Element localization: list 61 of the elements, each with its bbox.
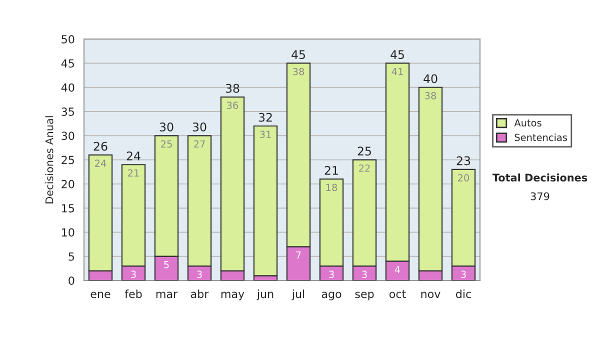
x-tick-label: oct (389, 290, 406, 298)
data-label: 3 (461, 270, 466, 278)
data-label: 3 (131, 270, 136, 278)
data-label: 5 (164, 261, 169, 268)
total-label: 40 (424, 74, 438, 84)
data-label: 3 (329, 270, 334, 278)
total-label: 21 (324, 166, 338, 175)
y-tick-label: 10 (62, 228, 74, 237)
y-tick-label: 35 (62, 107, 74, 116)
data-label: 22 (359, 164, 370, 172)
y-tick-label: 40 (61, 83, 74, 92)
data-label: 36 (227, 102, 238, 110)
data-label: 4 (394, 266, 400, 274)
data-label: 24 (95, 160, 106, 167)
data-label: 7 (296, 251, 301, 259)
total-label: 26 (94, 142, 108, 151)
total-label: 30 (160, 122, 174, 132)
x-tick-label: abr (190, 290, 209, 298)
data-label: 27 (194, 140, 205, 148)
total-label: 32 (258, 112, 272, 122)
x-tick-label: jun (256, 290, 274, 300)
y-tick-label: 50 (62, 35, 74, 44)
text: Total Decisiones (492, 173, 588, 182)
y-tick-label: 20 (62, 180, 74, 188)
y-tick-label: 0 (68, 276, 74, 285)
data-label: 3 (197, 270, 202, 278)
y-tick-label: 15 (62, 204, 74, 212)
total-label: 23 (456, 156, 470, 166)
data-label: 31 (260, 130, 271, 138)
total-label: 24 (126, 151, 140, 160)
total-label: 38 (226, 84, 240, 93)
y-tick-label: 30 (62, 132, 74, 140)
data-label: 41 (392, 68, 403, 76)
text: 379 (530, 192, 550, 200)
y-axis-title: Decisiones Anual (45, 116, 54, 204)
data-label: 20 (458, 174, 470, 182)
x-tick-label: mar (156, 292, 178, 298)
data-label: 3 (362, 270, 367, 278)
x-tick-label: sep (355, 292, 374, 300)
x-tick-label: nov (421, 292, 440, 298)
total-label: 30 (192, 122, 206, 132)
legend-label: Autos (514, 119, 542, 127)
y-tick-label: 5 (68, 252, 74, 261)
x-tick-label: dic (456, 290, 471, 298)
y-tick-label: 45 (61, 59, 74, 68)
x-tick-label: ene (90, 292, 110, 298)
x-tick-label: may (221, 292, 244, 300)
data-label: 38 (293, 68, 304, 76)
data-label: 25 (161, 140, 172, 148)
x-tick-label: feb (124, 290, 142, 298)
x-tick-label: jul (292, 290, 304, 300)
y-tick-label: 25 (62, 156, 74, 164)
data-label: 38 (425, 92, 436, 100)
total-label: 45 (292, 50, 305, 60)
total-label: 45 (390, 50, 404, 60)
total-label: 25 (358, 146, 371, 156)
bar (253, 125, 278, 276)
data-label: 18 (326, 184, 338, 192)
data-label: 21 (128, 169, 139, 176)
x-tick-label: ago (322, 292, 342, 300)
legend-label: Sentencias (514, 134, 568, 142)
